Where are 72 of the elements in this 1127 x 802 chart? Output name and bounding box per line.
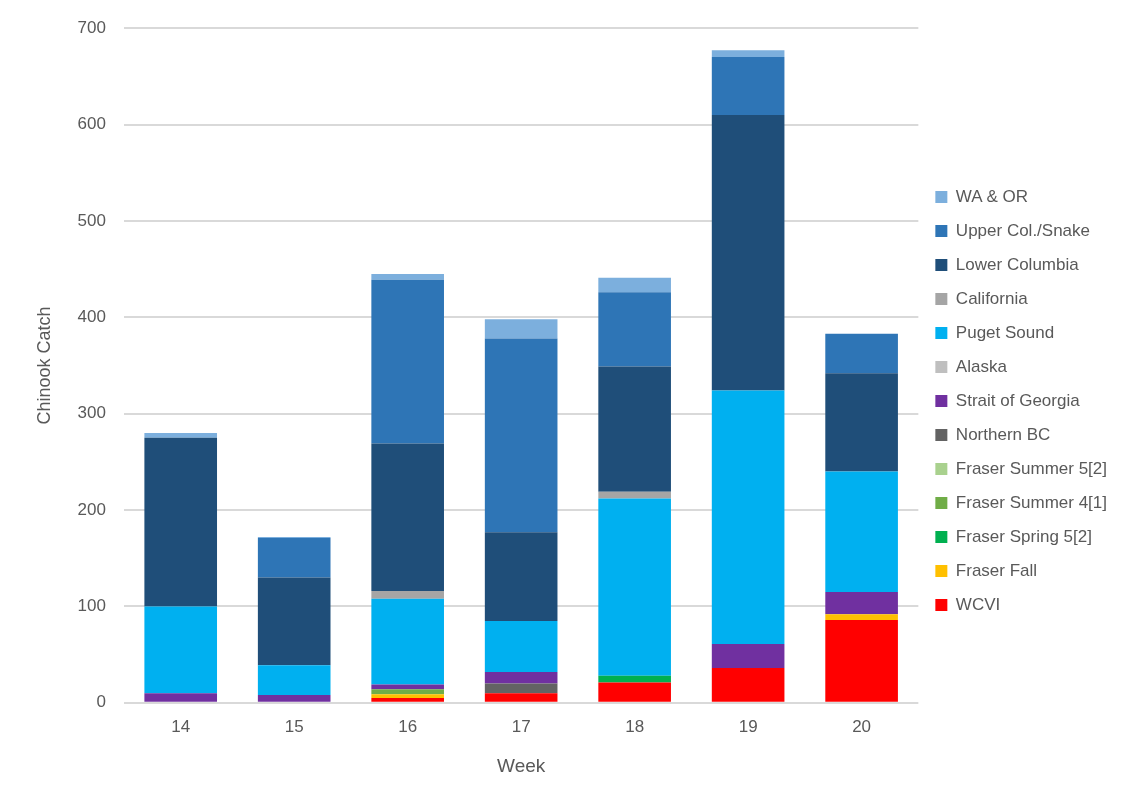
y-tick-label: 400 — [77, 307, 106, 326]
bar — [484, 671, 558, 684]
bar — [484, 338, 558, 533]
bar — [371, 443, 444, 592]
bar — [484, 620, 558, 672]
x-tick-label: 18 — [625, 716, 645, 736]
bar — [484, 319, 558, 339]
bar — [144, 432, 218, 438]
bar — [825, 373, 898, 472]
bar — [144, 606, 218, 694]
bar — [711, 390, 785, 645]
legend-label: Alaska — [955, 356, 1008, 376]
bar — [825, 333, 898, 374]
y-tick-label: 300 — [77, 403, 106, 423]
x-tick-label: 20 — [852, 716, 872, 736]
x-tick-label: 14 — [171, 716, 191, 736]
bar — [257, 577, 331, 666]
x-axis-title: Week — [497, 754, 546, 776]
bar — [371, 689, 444, 695]
bar — [711, 114, 785, 391]
legend-label: Upper Col./Snake — [955, 220, 1091, 240]
bar — [598, 498, 671, 676]
legend-label: Puget Sound — [955, 322, 1055, 342]
bar — [484, 683, 558, 694]
y-tick-label: 100 — [77, 596, 106, 616]
bar — [257, 695, 331, 702]
bar — [371, 591, 444, 599]
bar — [484, 532, 558, 621]
bar — [484, 693, 558, 702]
x-tick-label: 17 — [511, 716, 531, 736]
bar — [825, 471, 898, 592]
legend-label: Lower Columbia — [955, 254, 1080, 274]
y-tick-label: 200 — [77, 499, 106, 519]
y-tick-label: 500 — [77, 210, 106, 230]
bar — [371, 697, 444, 702]
bar — [371, 684, 444, 690]
bar — [371, 273, 444, 280]
bar — [144, 693, 218, 702]
x-tick-label: 19 — [738, 716, 758, 736]
bar — [598, 277, 671, 293]
bar — [257, 538, 331, 578]
bar — [711, 50, 785, 58]
x-tick-label: 16 — [398, 716, 418, 736]
bar — [711, 644, 785, 669]
bar — [144, 437, 218, 607]
bar — [371, 279, 444, 444]
bar — [825, 614, 898, 620]
bar — [825, 619, 898, 702]
legend-label: Fraser Fall — [955, 560, 1038, 580]
bar — [598, 675, 671, 683]
bar — [711, 57, 785, 115]
x-tick-label: 15 — [284, 716, 304, 736]
legend-label: WA & OR — [955, 186, 1028, 206]
legend-label: WCVI — [955, 594, 1001, 614]
legend-label: Fraser Summer 5[2] — [955, 458, 1108, 478]
bar — [371, 694, 444, 698]
y-tick-label: 600 — [77, 114, 106, 134]
legend-label: Fraser Spring 5[2] — [955, 526, 1092, 546]
legend-label: Northern BC — [955, 424, 1051, 444]
bar — [711, 668, 785, 702]
bar — [598, 366, 671, 492]
bar — [825, 591, 898, 615]
bar — [371, 598, 444, 685]
y-tick-label: 0 — [96, 692, 106, 712]
legend-label: Strait of Georgia — [955, 390, 1081, 410]
legend-label: California — [955, 288, 1029, 308]
y-axis-title: Chinook Catch — [33, 306, 54, 425]
bar — [257, 665, 331, 696]
bar — [598, 682, 671, 702]
bar — [598, 292, 671, 367]
legend-label: Fraser Summer 4[1] — [955, 492, 1108, 512]
y-tick-label: 700 — [77, 17, 106, 37]
